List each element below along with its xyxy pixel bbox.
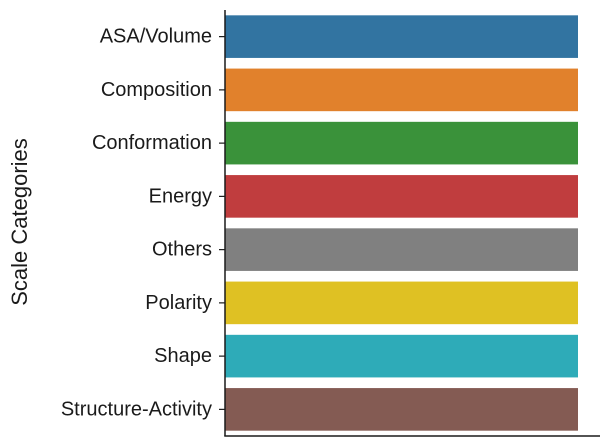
y-tick-label: ASA/Volume xyxy=(100,26,212,48)
y-tick-label: Shape xyxy=(154,345,212,367)
bar-conformation xyxy=(225,121,578,165)
bar-structure-activity xyxy=(225,388,578,431)
bar-group xyxy=(225,15,578,431)
y-tick-label: Polarity xyxy=(145,292,212,314)
bar-composition xyxy=(225,68,578,112)
y-axis-title: Scale Categories xyxy=(7,138,32,306)
bar-energy xyxy=(225,175,578,218)
y-tick-label: Composition xyxy=(101,79,212,101)
y-tick-label: Energy xyxy=(149,185,212,207)
bar-asa-volume xyxy=(225,15,578,58)
y-tick-group: ASA/Volume Composition Conformation Energy O… xyxy=(61,26,225,420)
bar-others xyxy=(225,228,578,271)
bar-shape xyxy=(225,334,578,378)
bar-polarity xyxy=(225,281,578,325)
y-tick-label: Others xyxy=(152,239,212,261)
y-tick-label: Conformation xyxy=(92,132,212,154)
y-tick-label: Structure-Activity xyxy=(61,398,212,420)
